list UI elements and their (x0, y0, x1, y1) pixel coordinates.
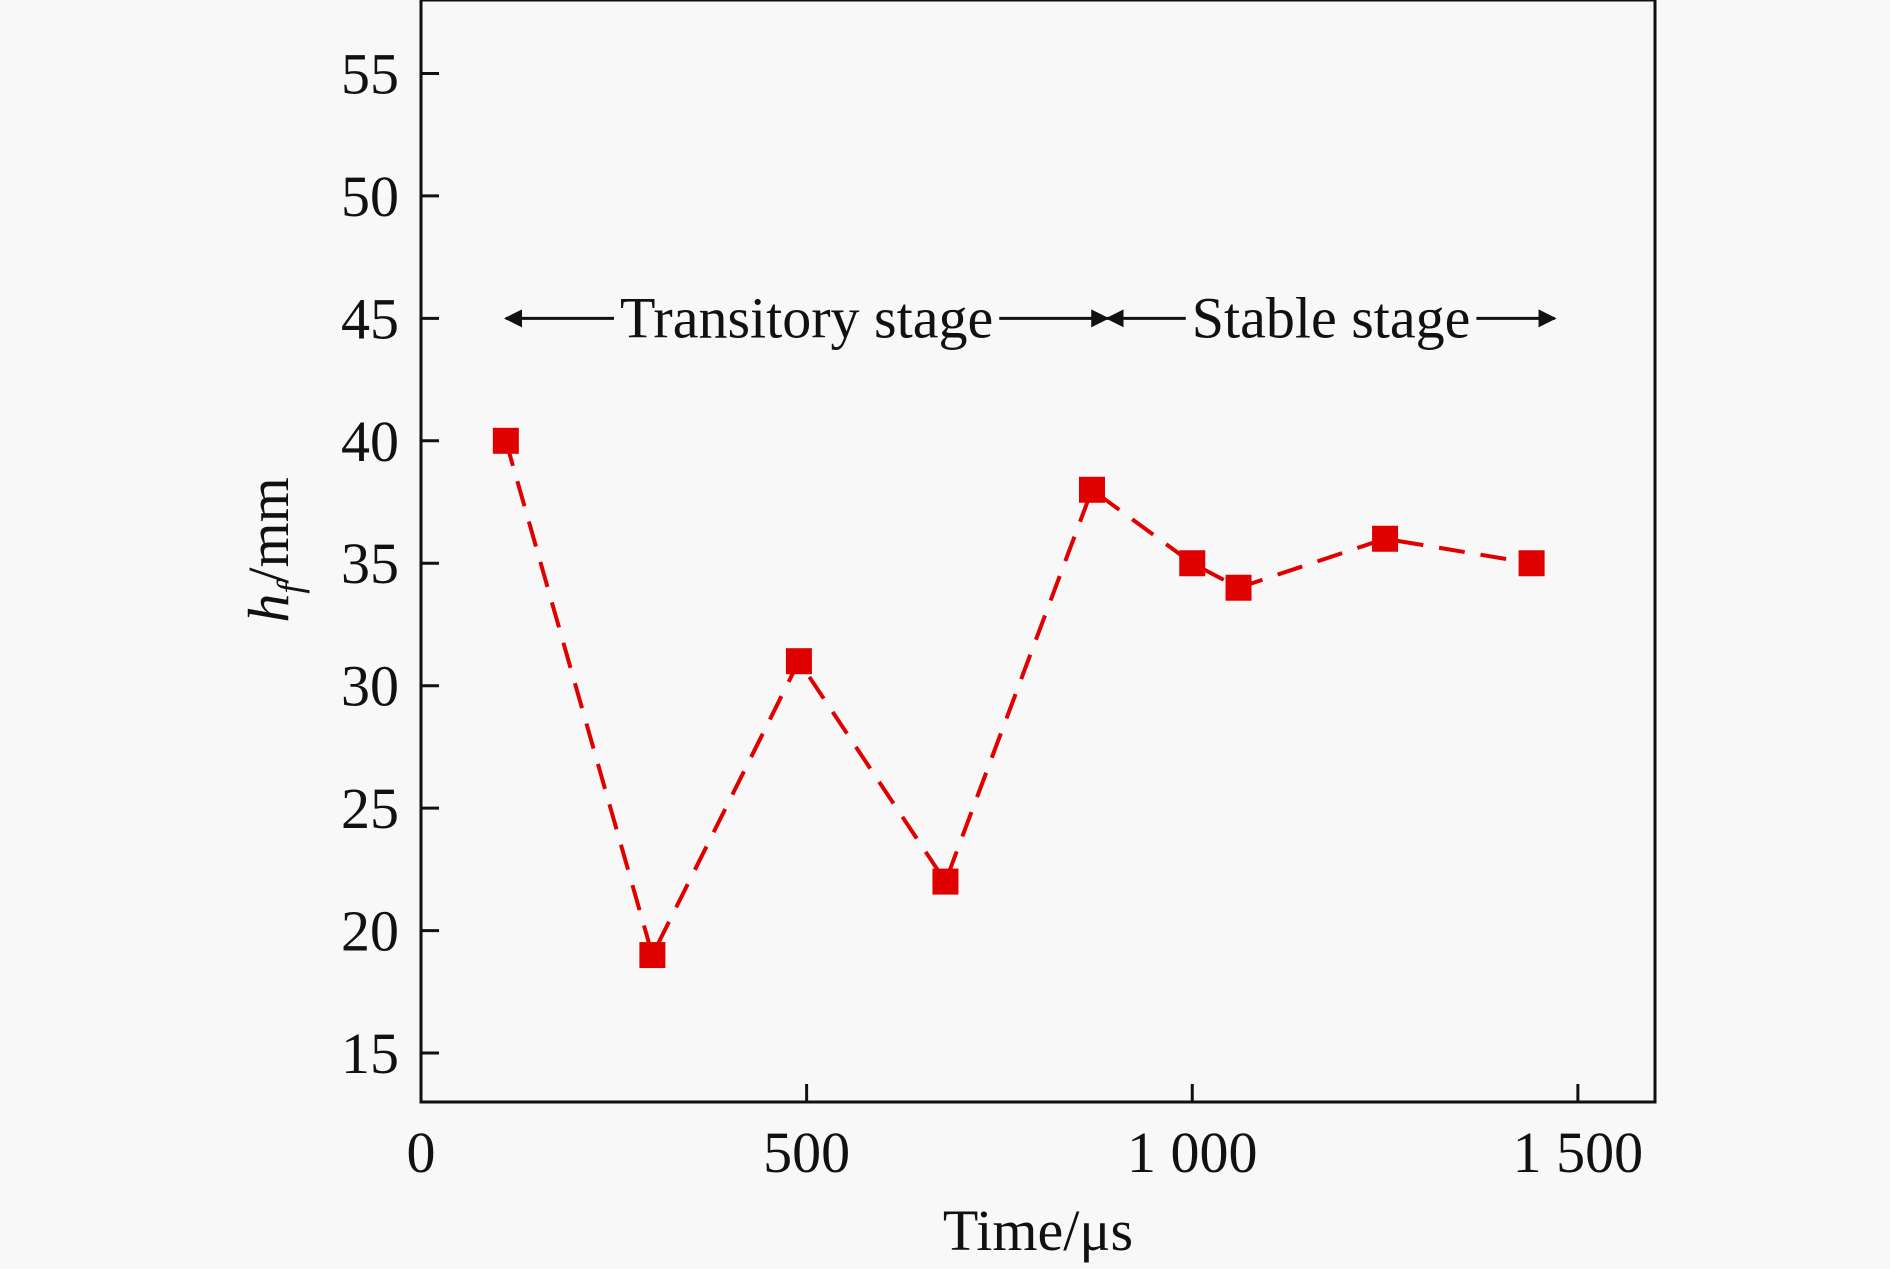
data-point-marker (1225, 574, 1252, 601)
series-group (492, 427, 1545, 969)
stage-label: Stable stage (1192, 285, 1471, 350)
x-axis: 0 500 1 000 1 500 (407, 1084, 1644, 1185)
x-axis-title: Time/μs (943, 1198, 1133, 1263)
y-tick-label: 20 (341, 899, 399, 964)
y-axis-title-main: h (236, 594, 301, 623)
x-tick-label: 1 000 (1127, 1120, 1258, 1185)
y-tick-label: 15 (341, 1021, 399, 1086)
data-point-marker (1518, 550, 1545, 577)
y-axis-title-unit: /mm (236, 477, 301, 583)
y-tick-label: 45 (341, 286, 399, 351)
plot-frame (419, 0, 1657, 1104)
y-tick-label: 55 (341, 41, 399, 106)
y-tick-label: 25 (341, 776, 399, 841)
data-point-marker (639, 942, 666, 969)
y-axis-title: hf/mm (236, 477, 310, 622)
data-point-marker (492, 427, 519, 454)
x-tick-label: 1 500 (1513, 1120, 1644, 1185)
data-point-marker (785, 648, 812, 675)
stage-annotations: Transitory stage Stable stage (504, 285, 1557, 350)
y-tick-label: 30 (341, 654, 399, 719)
data-point-marker (1179, 550, 1206, 577)
x-tick-label: 500 (763, 1120, 850, 1185)
series-line (503, 440, 1532, 961)
y-tick-label: 35 (341, 531, 399, 596)
data-point-marker (1372, 525, 1399, 552)
data-point-marker (932, 868, 959, 895)
stage-label: Transitory stage (620, 285, 993, 350)
x-tick-label: 0 (407, 1120, 436, 1185)
data-point-marker (1078, 476, 1105, 503)
y-tick-label: 40 (341, 409, 399, 474)
y-tick-label: 50 (341, 164, 399, 229)
y-axis: 15 20 25 30 35 40 45 50 55 (341, 41, 439, 1086)
